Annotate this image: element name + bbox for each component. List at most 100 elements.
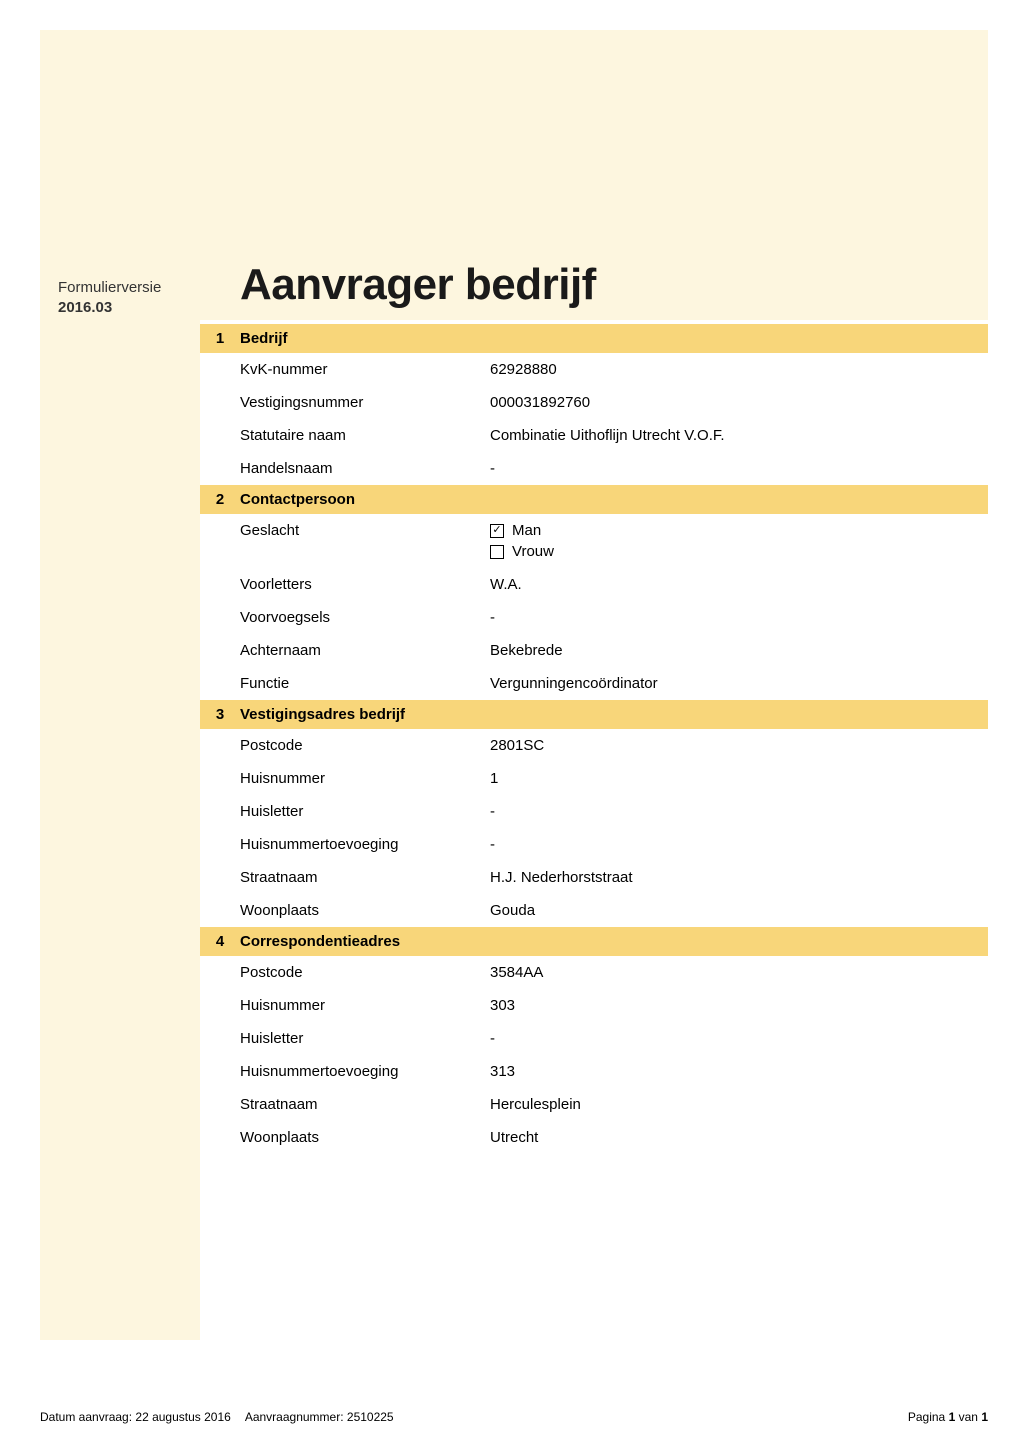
row-label: Voorvoegsels [240, 609, 490, 626]
row-value: - [490, 460, 988, 477]
section-header: 4Correspondentieadres [200, 927, 988, 956]
form-row: Huisnummer1 [200, 762, 988, 795]
checkbox-icon: ✓ [490, 524, 504, 538]
form-row: StraatnaamHerculesplein [200, 1088, 988, 1121]
section-number: 4 [200, 933, 240, 950]
footer-datum-value: 22 augustus 2016 [135, 1410, 230, 1424]
form-row: Statutaire naamCombinatie Uithoflijn Utr… [200, 419, 988, 452]
footer-nummer: Aanvraagnummer: 2510225 [245, 1410, 394, 1424]
form-row: VoorlettersW.A. [200, 568, 988, 601]
section-header: 3Vestigingsadres bedrijf [200, 700, 988, 729]
footer-page-total: 1 [981, 1410, 988, 1424]
row-value: 1 [490, 770, 988, 787]
section-title: Vestigingsadres bedrijf [240, 706, 405, 723]
checkbox-label: Vrouw [512, 543, 554, 560]
row-label: Voorletters [240, 576, 490, 593]
form-row: WoonplaatsUtrecht [200, 1121, 988, 1154]
footer-datum: Datum aanvraag: 22 augustus 2016 [40, 1410, 231, 1424]
content: Aanvrager bedrijf 1BedrijfKvK-nummer6292… [200, 260, 988, 1154]
footer-page-current: 1 [949, 1410, 956, 1424]
row-label: Functie [240, 675, 490, 692]
sidebar-background [40, 30, 200, 1340]
row-label: Straatnaam [240, 869, 490, 886]
footer-datum-label: Datum aanvraag: [40, 1410, 132, 1424]
row-label: Straatnaam [240, 1096, 490, 1113]
form-row: Geslacht✓ Man Vrouw [200, 514, 988, 568]
row-value: - [490, 803, 988, 820]
page-title: Aanvrager bedrijf [200, 260, 988, 324]
section-title: Correspondentieadres [240, 933, 400, 950]
form-version-label: Formulierversie [58, 278, 161, 298]
form-row: Vestigingsnummer000031892760 [200, 386, 988, 419]
row-label: Huisnummertoevoeging [240, 836, 490, 853]
row-value: Bekebrede [490, 642, 988, 659]
checkbox-label: Man [512, 522, 541, 539]
footer: Datum aanvraag: 22 augustus 2016 Aanvraa… [40, 1410, 988, 1424]
checkbox-icon [490, 545, 504, 559]
form-row: Huisnummertoevoeging313 [200, 1055, 988, 1088]
form-row: Voorvoegsels- [200, 601, 988, 634]
page: Formulierversie 2016.03 Aanvrager bedrij… [0, 0, 1024, 1448]
row-label: Achternaam [240, 642, 490, 659]
sections-container: 1BedrijfKvK-nummer62928880Vestigingsnumm… [200, 324, 988, 1154]
row-value: - [490, 1030, 988, 1047]
row-label: Handelsnaam [240, 460, 490, 477]
row-value: Gouda [490, 902, 988, 919]
row-value: 2801SC [490, 737, 988, 754]
row-label: KvK-nummer [240, 361, 490, 378]
row-label: Woonplaats [240, 902, 490, 919]
form-row: Huisletter- [200, 795, 988, 828]
row-value: 62928880 [490, 361, 988, 378]
section-number: 2 [200, 491, 240, 508]
row-value: H.J. Nederhorststraat [490, 869, 988, 886]
footer-left: Datum aanvraag: 22 augustus 2016 Aanvraa… [40, 1410, 394, 1424]
row-label: Statutaire naam [240, 427, 490, 444]
row-value: Herculesplein [490, 1096, 988, 1113]
row-value: ✓ Man Vrouw [490, 522, 988, 560]
row-value: W.A. [490, 576, 988, 593]
form-row: Huisnummertoevoeging- [200, 828, 988, 861]
row-value: Utrecht [490, 1129, 988, 1146]
row-value: 000031892760 [490, 394, 988, 411]
row-label: Geslacht [240, 522, 490, 560]
form-row: Handelsnaam- [200, 452, 988, 485]
row-value: Vergunningencoördinator [490, 675, 988, 692]
row-label: Huisletter [240, 803, 490, 820]
row-value: - [490, 609, 988, 626]
row-value: 313 [490, 1063, 988, 1080]
checkbox-option[interactable]: ✓ Man [490, 522, 988, 539]
form-row: KvK-nummer62928880 [200, 353, 988, 386]
row-label: Woonplaats [240, 1129, 490, 1146]
section-number: 3 [200, 706, 240, 723]
form-version-value: 2016.03 [58, 298, 161, 318]
form-row: StraatnaamH.J. Nederhorststraat [200, 861, 988, 894]
row-value: - [490, 836, 988, 853]
footer-page: Pagina 1 van 1 [908, 1410, 988, 1424]
form-row: Huisnummer303 [200, 989, 988, 1022]
row-value: 3584AA [490, 964, 988, 981]
section-header: 1Bedrijf [200, 324, 988, 353]
row-label: Postcode [240, 964, 490, 981]
form-row: Postcode3584AA [200, 956, 988, 989]
row-label: Vestigingsnummer [240, 394, 490, 411]
form-row: FunctieVergunningencoördinator [200, 667, 988, 700]
row-label: Huisnummer [240, 770, 490, 787]
form-row: AchternaamBekebrede [200, 634, 988, 667]
section-header: 2Contactpersoon [200, 485, 988, 514]
form-row: WoonplaatsGouda [200, 894, 988, 927]
form-row: Postcode2801SC [200, 729, 988, 762]
form-row: Huisletter- [200, 1022, 988, 1055]
row-label: Huisletter [240, 1030, 490, 1047]
row-label: Huisnummertoevoeging [240, 1063, 490, 1080]
row-label: Huisnummer [240, 997, 490, 1014]
row-value: Combinatie Uithoflijn Utrecht V.O.F. [490, 427, 988, 444]
footer-nummer-label: Aanvraagnummer: [245, 1410, 344, 1424]
section-number: 1 [200, 330, 240, 347]
section-title: Contactpersoon [240, 491, 355, 508]
checkbox-option[interactable]: Vrouw [490, 543, 988, 560]
footer-nummer-value: 2510225 [347, 1410, 394, 1424]
form-version: Formulierversie 2016.03 [58, 278, 161, 317]
checkbox-group: ✓ Man Vrouw [490, 522, 988, 560]
footer-page-sep: van [959, 1410, 978, 1424]
section-title: Bedrijf [240, 330, 288, 347]
